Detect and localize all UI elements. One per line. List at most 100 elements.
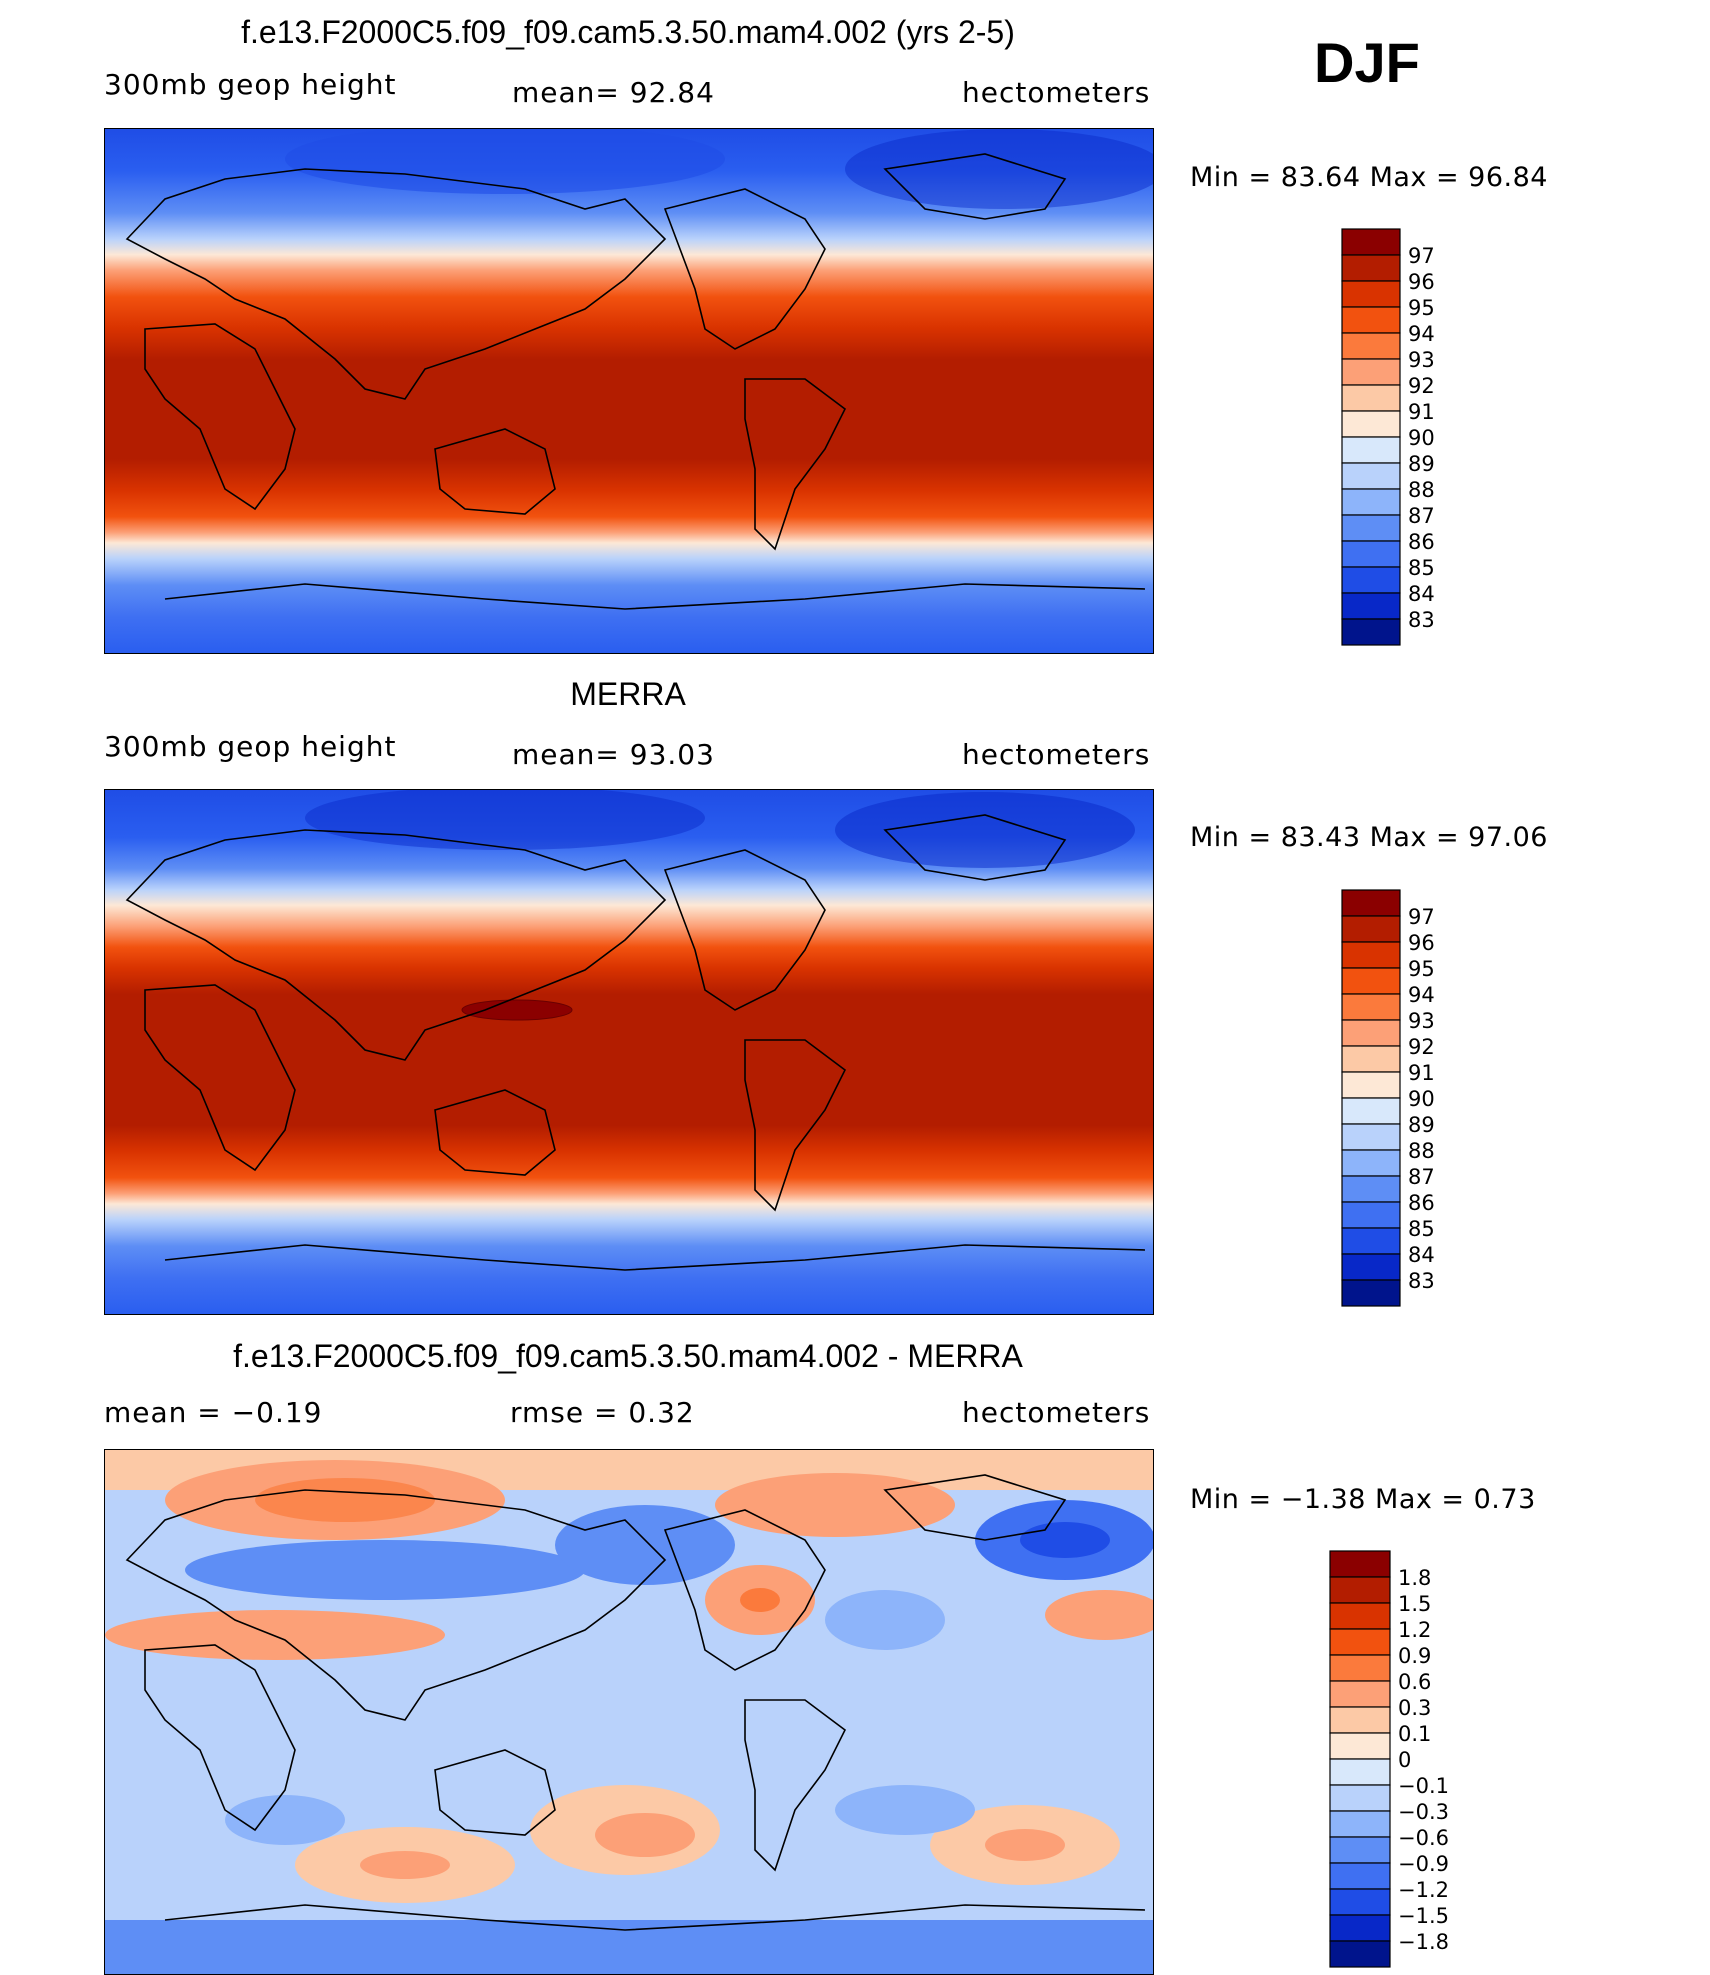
panel-model-title: f.e13.F2000C5.f09_f09.cam5.3.50.mam4.002… <box>241 14 1015 50</box>
panel-obs-units: hectometers <box>962 738 1151 771</box>
panel-model-minmax: Min = 83.64 Max = 96.84 <box>1190 162 1548 193</box>
colorbar-box <box>1329 1810 1391 1838</box>
colorbar-tick-label: 83 <box>1408 1269 1435 1293</box>
colorbar-tick-label: 84 <box>1408 582 1435 606</box>
panel-diff-map <box>104 1449 1154 1975</box>
colorbar-box <box>1341 1175 1401 1203</box>
panel-model-variable: 300mb geop height <box>104 68 397 101</box>
colorbar-tick-label: 87 <box>1408 1165 1435 1189</box>
colorbar-box <box>1341 436 1401 464</box>
colorbar-box <box>1329 1888 1391 1916</box>
colorbar-box <box>1329 1654 1391 1682</box>
colorbar-tick-label: 89 <box>1408 452 1435 476</box>
colorbar-tick-label: 97 <box>1408 905 1435 929</box>
colorbar-box <box>1341 1123 1401 1151</box>
colorbar-tick-label: 96 <box>1408 270 1435 294</box>
colorbar-box <box>1329 1940 1391 1968</box>
colorbar-box <box>1329 1914 1391 1942</box>
colorbar-tick-label: 95 <box>1408 296 1435 320</box>
colorbar-box <box>1341 514 1401 542</box>
colorbar-tick-label: 0 <box>1398 1748 1411 1772</box>
colorbar-box <box>1329 1862 1391 1890</box>
colorbar-box <box>1341 1045 1401 1073</box>
colorbar-tick-label: 0.9 <box>1398 1644 1431 1668</box>
panel-model-map <box>104 128 1154 654</box>
colorbar-tick-label: 90 <box>1408 1087 1435 1111</box>
colorbar-tick-label: −1.2 <box>1398 1878 1449 1902</box>
panel-model-units: hectometers <box>962 76 1151 109</box>
panel-obs-variable: 300mb geop height <box>104 730 397 763</box>
colorbar-box <box>1341 618 1401 646</box>
colorbar-box <box>1329 1706 1391 1734</box>
colorbar-box <box>1329 1602 1391 1630</box>
colorbar-tick-label: 91 <box>1408 400 1435 424</box>
colorbar-tick-label: 94 <box>1408 983 1435 1007</box>
colorbar-box <box>1329 1550 1391 1578</box>
colorbar-box <box>1341 1019 1401 1047</box>
obs-coastlines <box>125 814 1146 1271</box>
colorbar-tick-label: 0.6 <box>1398 1670 1431 1694</box>
colorbar-box <box>1329 1784 1391 1812</box>
colorbar-tick-label: 86 <box>1408 530 1435 554</box>
colorbar-tick-label: −0.3 <box>1398 1800 1449 1824</box>
colorbar-tick-label: 1.8 <box>1398 1566 1431 1590</box>
colorbar-tick-label: 83 <box>1408 608 1435 632</box>
colorbar-box <box>1341 540 1401 568</box>
panel-obs-map <box>104 789 1154 1315</box>
colorbar-tick-label: 85 <box>1408 1217 1435 1241</box>
colorbar-tick-label: 95 <box>1408 957 1435 981</box>
panel-diff-minmax: Min = −1.38 Max = 0.73 <box>1190 1484 1536 1515</box>
panel-diff-mean: mean = −0.19 <box>104 1396 323 1429</box>
colorbar-tick-label: 86 <box>1408 1191 1435 1215</box>
colorbar-box <box>1341 993 1401 1021</box>
colorbar-box <box>1341 967 1401 995</box>
colorbar-box <box>1341 1253 1401 1281</box>
panel-diff-units: hectometers <box>962 1396 1151 1429</box>
colorbar-tick-label: 92 <box>1408 1035 1435 1059</box>
colorbar-box <box>1341 254 1401 282</box>
colorbar-tick-label: 97 <box>1408 244 1435 268</box>
colorbar-box <box>1341 332 1401 360</box>
colorbar-tick-label: −0.9 <box>1398 1852 1449 1876</box>
colorbar-tick-label: 88 <box>1408 478 1435 502</box>
colorbar-tick-label: 0.1 <box>1398 1722 1431 1746</box>
season-label: DJF <box>1314 31 1420 94</box>
colorbar-box <box>1341 462 1401 490</box>
colorbar-box <box>1329 1836 1391 1864</box>
diff-field-svg <box>105 1450 1153 1974</box>
colorbar-box <box>1341 1279 1401 1307</box>
colorbar-box <box>1341 889 1401 917</box>
colorbar-tick-label: 88 <box>1408 1139 1435 1163</box>
colorbar-box <box>1341 280 1401 308</box>
colorbar-tick-label: 93 <box>1408 1009 1435 1033</box>
panel-diff-rmse: rmse = 0.32 <box>510 1396 695 1429</box>
obs-field-svg <box>105 790 1153 1314</box>
panel-model-colorbar: 97 96 95 94 93 92 91 90 89 88 87 86 85 84 83 <box>1341 228 1462 650</box>
diff-coastlines <box>125 1474 1146 1931</box>
colorbar-box <box>1341 915 1401 943</box>
colorbar-box <box>1341 1149 1401 1177</box>
colorbar-tick-label: 90 <box>1408 426 1435 450</box>
colorbar-tick-label: 84 <box>1408 1243 1435 1267</box>
colorbar-box <box>1341 228 1401 256</box>
model-field-svg <box>105 129 1153 653</box>
colorbar-tick-label: 89 <box>1408 1113 1435 1137</box>
colorbar-box <box>1341 306 1401 334</box>
colorbar-box <box>1329 1628 1391 1656</box>
colorbar-box <box>1341 592 1401 620</box>
colorbar-tick-label: 87 <box>1408 504 1435 528</box>
colorbar-box <box>1341 1097 1401 1125</box>
colorbar-box <box>1341 358 1401 386</box>
colorbar-tick-label: 96 <box>1408 931 1435 955</box>
panel-obs-minmax: Min = 83.43 Max = 97.06 <box>1190 822 1548 853</box>
colorbar-box <box>1329 1758 1391 1786</box>
colorbar-tick-label: 85 <box>1408 556 1435 580</box>
colorbar-box <box>1341 410 1401 438</box>
colorbar-box <box>1341 1227 1401 1255</box>
colorbar-tick-label: 1.5 <box>1398 1592 1431 1616</box>
colorbar-box <box>1329 1680 1391 1708</box>
colorbar-tick-label: −0.6 <box>1398 1826 1449 1850</box>
colorbar-box <box>1341 384 1401 412</box>
